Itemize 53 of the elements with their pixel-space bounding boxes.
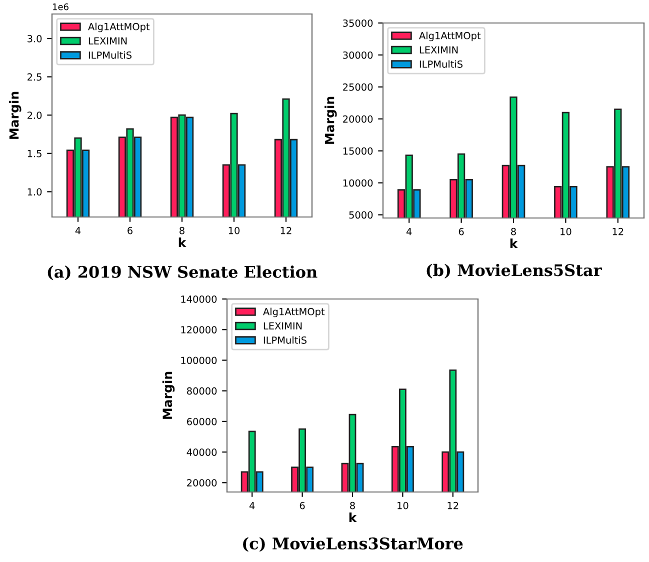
x-tick-label: 4 — [75, 227, 81, 234]
y-axis-title: Margin — [324, 96, 337, 144]
x-tick-label: 8 — [180, 226, 184, 234]
y-tick-label: 20000 — [343, 115, 373, 123]
x-tick-label: 4 — [249, 502, 255, 510]
legend-label: LEXIMIN — [420, 46, 458, 54]
y-tick-label: 2.5 — [28, 73, 42, 81]
legend-label: LEXIMIN — [264, 322, 302, 330]
x-axis-title: k — [349, 512, 357, 522]
x-axis-title: k — [178, 238, 186, 248]
x-tick-label: 6 — [128, 226, 132, 234]
y-tick-label: 100000 — [181, 356, 217, 364]
x-tick-label: 4 — [406, 228, 412, 236]
y-tick-label: 15000 — [343, 147, 373, 155]
y-tick-label: 3.0 — [28, 34, 42, 42]
x-tick-label: 12 — [448, 502, 458, 510]
text: (a) 2019 NSW Senate Election — [48, 266, 318, 280]
x-tick-label: 6 — [458, 228, 464, 236]
x-tick-label: 6 — [300, 502, 305, 510]
y-tick-label: 1.5 — [28, 150, 42, 158]
y-tick-label: 2.0 — [28, 112, 42, 119]
legend-label: Alg1AttMOpt — [419, 32, 481, 42]
y-tick-label: 1.0 — [28, 188, 42, 196]
y-tick-label: 30000 — [343, 51, 373, 59]
x-tick-label: 10 — [398, 502, 408, 510]
legend-label: Alg1AttMOpt — [263, 308, 325, 318]
legend-label: ILPMultiS — [264, 336, 307, 344]
text: (b) MovieLens5Star — [426, 264, 602, 278]
y-tick-label: 35000 — [343, 19, 373, 27]
y-tick-label: 10000 — [343, 179, 373, 187]
y-tick-label: 120000 — [181, 326, 217, 334]
x-tick-label: 10 — [228, 226, 240, 234]
x-tick-label: 12 — [612, 228, 624, 236]
y-axis-title: Margin — [9, 92, 22, 139]
text: 1e6 — [52, 3, 68, 10]
legend-label: LEXIMIN — [88, 37, 127, 44]
y-tick-label: 140000 — [181, 295, 217, 303]
x-tick-label: 12 — [280, 226, 292, 234]
x-tick-label: 8 — [350, 502, 355, 510]
y-tick-label: 20000 — [187, 479, 217, 486]
legend-label: ILPMultiS — [420, 60, 463, 68]
x-tick-label: 8 — [511, 228, 516, 236]
y-tick-label: 40000 — [186, 448, 217, 456]
y-tick-label: 80000 — [187, 387, 217, 395]
y-tick-label: 60000 — [187, 418, 217, 426]
legend-label: Alg1AttMOpt — [88, 22, 150, 32]
text: (c) MovieLens3StarMore — [243, 537, 463, 552]
legend-label: ILPMultiS — [88, 51, 132, 59]
x-tick-label: 10 — [560, 228, 572, 236]
x-axis-title: k — [510, 238, 518, 248]
y-tick-label: 25000 — [343, 83, 373, 91]
y-axis-title: Margin — [162, 372, 175, 419]
y-tick-label: 5000 — [349, 211, 373, 219]
